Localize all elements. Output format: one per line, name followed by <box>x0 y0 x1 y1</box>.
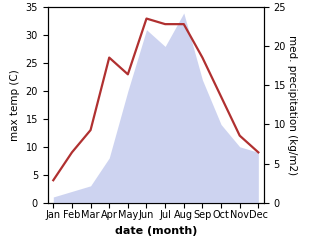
X-axis label: date (month): date (month) <box>114 226 197 236</box>
Y-axis label: med. precipitation (kg/m2): med. precipitation (kg/m2) <box>287 35 297 175</box>
Y-axis label: max temp (C): max temp (C) <box>10 69 20 141</box>
